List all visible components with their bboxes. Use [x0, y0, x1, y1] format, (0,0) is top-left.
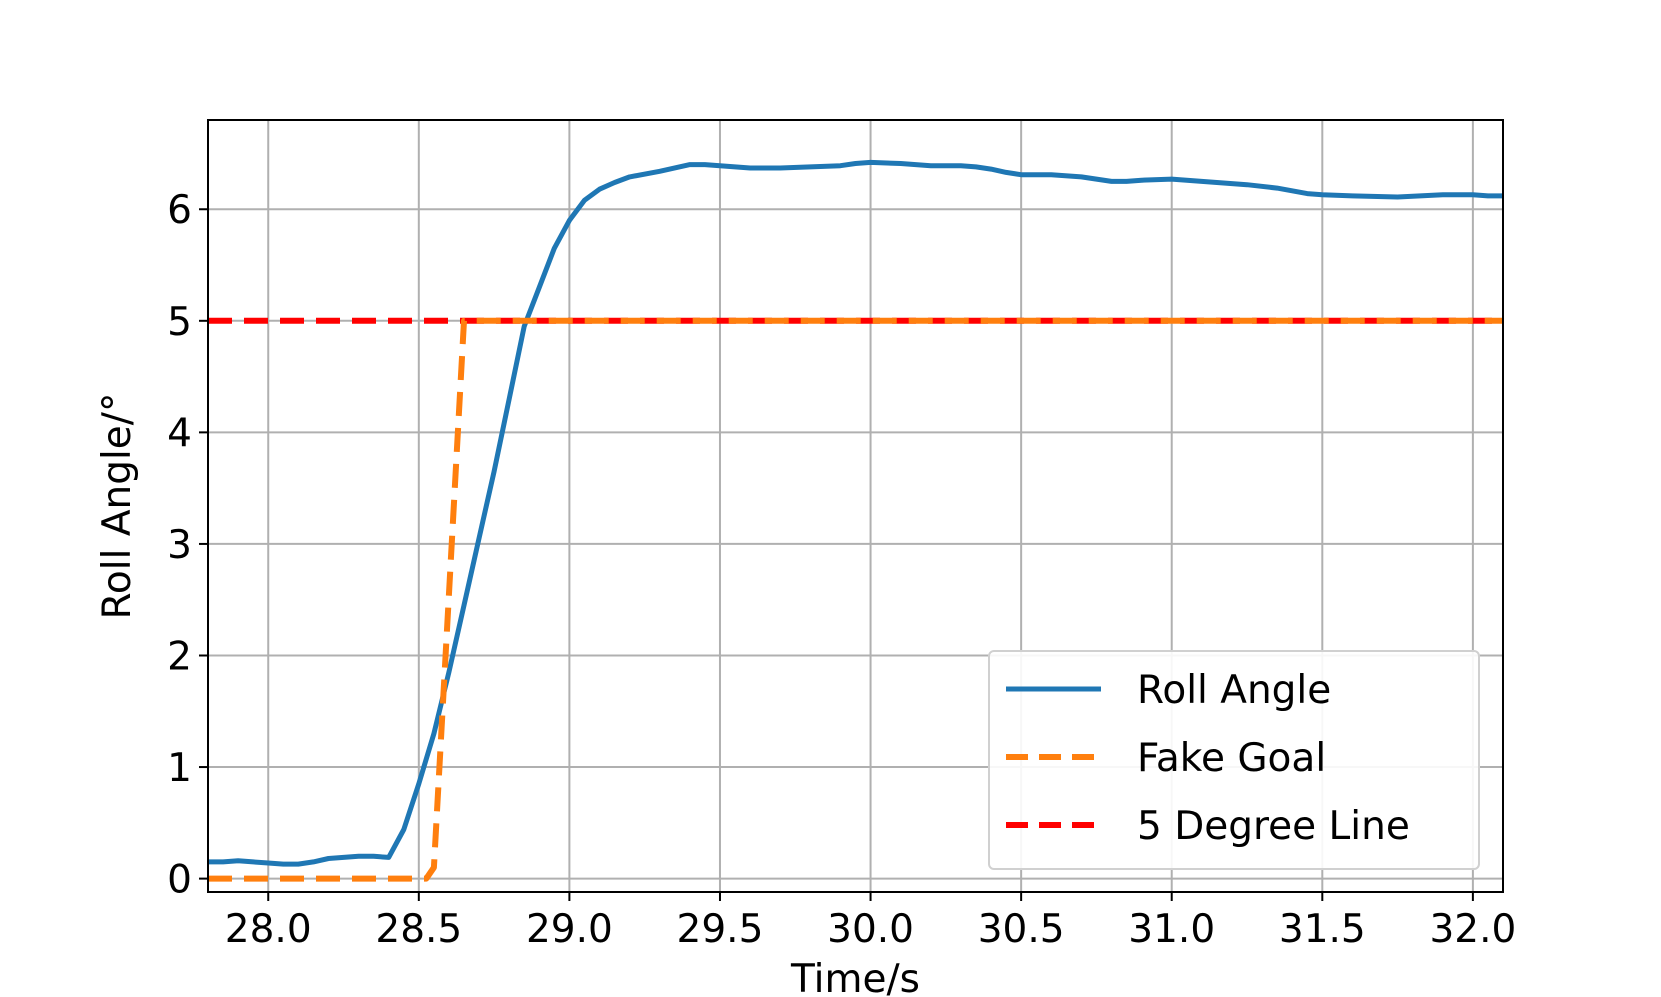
legend: Roll Angle Fake Goal 5 Degree Line: [988, 650, 1480, 870]
series-lines: [208, 159, 1503, 882]
y-tick-label: 6: [167, 188, 192, 233]
x-tick-label: 28.5: [375, 907, 462, 952]
series-line-roll-angle: [208, 159, 1503, 867]
x-tick-label: 28.0: [225, 907, 312, 952]
x-tick-label: 31.5: [1279, 907, 1366, 952]
plot-frame: [207, 119, 1504, 893]
y-tick-label: 4: [167, 411, 192, 456]
y-tick-label: 5: [167, 300, 192, 345]
x-tick-label: 30.5: [978, 907, 1065, 952]
legend-box: [988, 650, 1480, 870]
y-axis-label: Roll Angle/°: [95, 393, 140, 620]
y-tick-label: 1: [167, 746, 192, 791]
y-axis-ticks: 0 1 2 3 4 5 6: [167, 188, 208, 903]
legend-label-roll-angle: Roll Angle: [1137, 668, 1331, 713]
x-axis-label: Time/s: [790, 957, 920, 997]
x-tick-label: 29.0: [526, 907, 613, 952]
legend-label-fake-goal: Fake Goal: [1137, 736, 1326, 781]
series-line-fake-goal: [208, 317, 1503, 882]
legend-label-5-degree-line: 5 Degree Line: [1137, 804, 1410, 849]
y-tick-label: 0: [167, 858, 192, 903]
x-tick-label: 29.5: [677, 907, 764, 952]
x-axis-ticks: 28.0 28.5 29.0 29.5 30.0 30.5 31.0 31.5 32.0: [225, 892, 1516, 952]
y-tick-label: 2: [167, 634, 192, 679]
x-tick-label: 30.0: [827, 907, 914, 952]
y-tick-label: 3: [167, 523, 192, 568]
x-tick-label: 32.0: [1429, 907, 1516, 952]
x-tick-label: 31.0: [1128, 907, 1215, 952]
